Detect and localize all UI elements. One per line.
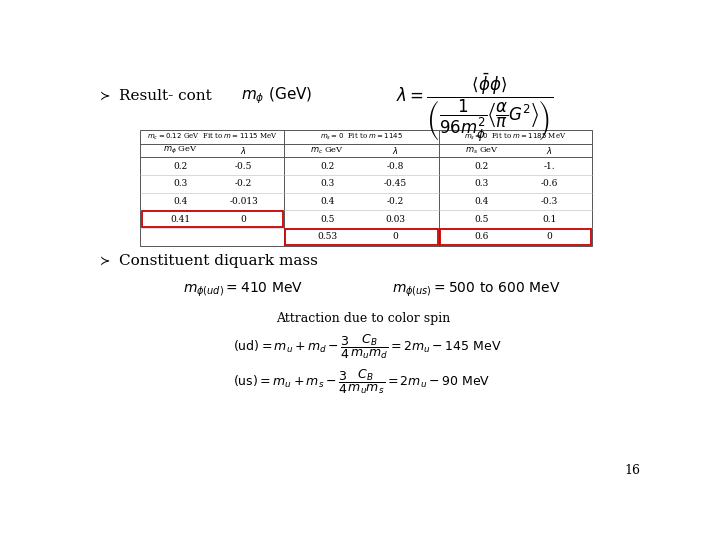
Text: $\lambda$: $\lambda$ [240,145,247,156]
Text: 0.5: 0.5 [320,215,334,224]
Text: $(\mathrm{ud}) = m_u + m_d - \dfrac{3}{4}\dfrac{C_B}{m_u m_d} = 2m_u - 145\ \mat: $(\mathrm{ud}) = m_u + m_d - \dfrac{3}{4… [233,333,502,361]
Text: 16: 16 [624,464,641,477]
Bar [140,130,593,246]
Text: -0.013: -0.013 [229,197,258,206]
Text: 0.3: 0.3 [320,179,334,188]
Text: 0.4: 0.4 [174,197,188,206]
Text: 0: 0 [546,232,552,241]
Text: -0.2: -0.2 [387,197,404,206]
Text: -0.45: -0.45 [384,179,407,188]
Text: $\succ$: $\succ$ [97,89,111,102]
Text: 0.6: 0.6 [474,232,489,241]
Text: $m_s = 0$  Fit to $m = 1185$ MeV: $m_s = 0$ Fit to $m = 1185$ MeV [464,132,567,142]
Text: $\lambda$: $\lambda$ [546,145,552,156]
Bar [440,229,591,245]
Text: Result- cont: Result- cont [120,89,212,103]
Text: $m_{\phi(ud)} = 410\ \mathrm{MeV}$: $m_{\phi(ud)} = 410\ \mathrm{MeV}$ [183,280,303,299]
Text: 0.3: 0.3 [174,179,188,188]
Text: 0: 0 [392,232,398,241]
Text: -0.8: -0.8 [387,161,404,171]
Text: 0.4: 0.4 [320,197,334,206]
Text: $\lambda = \dfrac{\langle \bar{\phi}\phi \rangle}{\left(\dfrac{1}{96m_{\phi}^{2}: $\lambda = \dfrac{\langle \bar{\phi}\phi… [396,72,553,145]
Text: $(\mathrm{us}) = m_u + m_s - \dfrac{3}{4}\dfrac{C_B}{m_u m_s} = 2m_u - 90\ \math: $(\mathrm{us}) = m_u + m_s - \dfrac{3}{4… [233,368,490,396]
Text: 0.41: 0.41 [171,215,191,224]
Text: -1.: -1. [544,161,555,171]
Text: 0.2: 0.2 [474,161,489,171]
Text: 0.5: 0.5 [474,215,489,224]
Text: -0.6: -0.6 [541,179,558,188]
Text: $m_{\phi}\ \mathrm{(GeV)}$: $m_{\phi}\ \mathrm{(GeV)}$ [241,85,312,106]
Text: 0.1: 0.1 [542,215,557,224]
Bar [142,211,282,227]
Text: 0.3: 0.3 [474,179,489,188]
Text: 0.4: 0.4 [474,197,489,206]
Text: 0.2: 0.2 [174,161,188,171]
Text: Constituent diquark mass: Constituent diquark mass [120,254,318,268]
Text: 0.03: 0.03 [385,215,405,224]
Text: $m_{\phi}$ GeV: $m_{\phi}$ GeV [163,145,198,156]
Text: 0.2: 0.2 [320,161,334,171]
Text: $m_c$ GeV: $m_c$ GeV [310,145,344,156]
Text: Attraction due to color spin: Attraction due to color spin [276,313,450,326]
Text: $m_s = 0$  Fit to $m = 1145$: $m_s = 0$ Fit to $m = 1145$ [320,132,402,142]
Text: 0: 0 [240,215,246,224]
Text: -0.5: -0.5 [235,161,252,171]
Text: $m_s$ GeV: $m_s$ GeV [464,145,499,156]
Text: 0.53: 0.53 [317,232,337,241]
Text: $m_c = 0.12$ GeV  Fit to $m = 1115$ MeV: $m_c = 0.12$ GeV Fit to $m = 1115$ MeV [147,132,277,142]
Text: $\lambda$: $\lambda$ [392,145,399,156]
Text: -0.3: -0.3 [541,197,558,206]
Text: $m_{\phi(us)} = 500\ \mathrm{to}\ 600\ \mathrm{MeV}$: $m_{\phi(us)} = 500\ \mathrm{to}\ 600\ \… [392,280,561,299]
Text: -0.2: -0.2 [235,179,252,188]
Text: $\succ$: $\succ$ [97,255,111,268]
Bar [285,229,438,245]
